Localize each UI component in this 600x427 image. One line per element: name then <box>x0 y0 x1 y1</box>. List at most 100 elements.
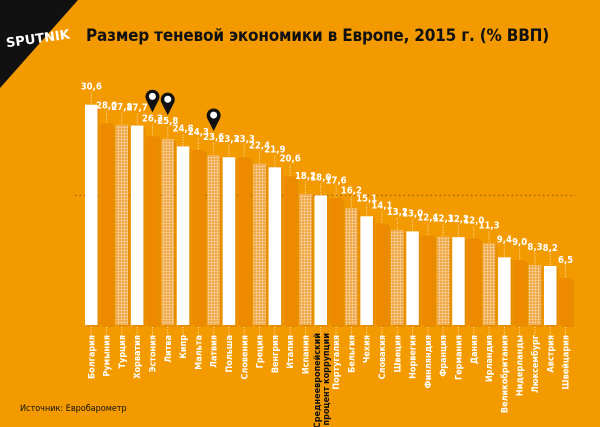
value-label: 6,5 <box>558 255 573 266</box>
value-label: 18,2 <box>295 171 316 182</box>
sputnik-logo: SPUTNIK <box>0 0 78 88</box>
category-label: процент коррупции <box>322 333 332 425</box>
bar <box>345 208 358 325</box>
category-label: Турция <box>118 335 128 368</box>
bar <box>498 257 511 325</box>
category-label: Германия <box>454 335 464 380</box>
bar <box>314 195 327 325</box>
bar <box>253 163 266 325</box>
value-label: 23,6 <box>203 132 224 143</box>
bar <box>406 231 419 325</box>
bar <box>421 235 435 325</box>
bar <box>559 278 572 325</box>
value-label: 13,0 <box>402 208 423 219</box>
category-label: Австрия <box>546 335 556 373</box>
category-label: Литва <box>164 335 174 363</box>
category-label: Среднеевропейский <box>313 333 323 427</box>
value-label: 17,6 <box>326 175 347 186</box>
value-label: 21,9 <box>264 144 285 155</box>
bar <box>146 136 159 325</box>
value-label: 22,4 <box>249 141 270 152</box>
bar <box>467 238 480 325</box>
bar <box>513 260 526 325</box>
bar <box>192 150 205 325</box>
bar <box>176 146 190 325</box>
bar <box>329 198 343 325</box>
bar <box>115 124 129 325</box>
bar <box>283 176 297 325</box>
category-label: Норвегия <box>409 335 419 379</box>
value-label: 12,2 <box>448 214 469 225</box>
value-label: 23,3 <box>218 134 239 145</box>
category-label: Дания <box>470 335 480 364</box>
bar <box>207 155 220 325</box>
category-label: Польша <box>225 335 235 372</box>
map-pin-dot <box>210 111 218 119</box>
map-pin-dot <box>164 95 172 103</box>
category-label: Кипр <box>179 335 189 359</box>
category-label: Португалия <box>332 335 342 390</box>
category-label: Испания <box>301 335 311 374</box>
value-label: 20,6 <box>280 154 301 165</box>
category-label: Нидерланды <box>516 335 526 396</box>
bar <box>544 265 557 325</box>
bar <box>130 125 144 325</box>
category-label: Великобритания <box>499 335 510 413</box>
category-label: Болгария <box>87 335 97 379</box>
category-label: Чехия <box>363 335 373 363</box>
value-label: 9,4 <box>497 234 512 245</box>
value-label: 12,3 <box>433 213 454 224</box>
value-label: 26,2 <box>142 113 163 124</box>
category-label: Венгрия <box>271 335 281 373</box>
value-label: 13,2 <box>387 207 408 218</box>
bar <box>482 243 496 325</box>
value-label: 16,2 <box>341 185 362 196</box>
value-label: 24,3 <box>188 127 209 138</box>
category-label: Франция <box>439 335 449 377</box>
value-label: 28,0 <box>96 100 117 111</box>
map-pin-icon <box>160 92 175 116</box>
value-label: 24,8 <box>173 123 194 134</box>
value-label: 23,3 <box>234 134 255 145</box>
value-label: 27,7 <box>127 103 148 114</box>
category-label: Ирландия <box>485 335 495 382</box>
value-label: 11,3 <box>479 221 500 232</box>
chart-title: Размер теневой экономики в Европе, 2015 … <box>86 26 550 46</box>
value-label: 15,1 <box>356 193 377 204</box>
bar <box>268 167 282 325</box>
value-label: 18,0 <box>310 172 331 183</box>
value-label: 9,0 <box>512 237 527 248</box>
category-label: Словения <box>240 335 250 380</box>
value-label: 12,4 <box>417 213 438 224</box>
bar <box>436 236 450 325</box>
value-label: 30,6 <box>81 82 102 93</box>
bar <box>161 139 174 325</box>
bar <box>299 193 312 325</box>
category-label: Швейцария <box>562 335 572 389</box>
map-pin-icon <box>145 89 160 113</box>
category-label: Эстония <box>148 335 158 372</box>
bar <box>375 223 389 325</box>
source-note: Источник: Евробарометр <box>20 404 127 414</box>
category-label: Словакия <box>378 335 388 379</box>
category-label: Италия <box>286 335 296 369</box>
bar <box>391 229 404 325</box>
category-label: Греция <box>256 335 266 368</box>
value-label: 12,0 <box>463 216 484 227</box>
category-label: Финляндия <box>424 335 434 388</box>
map-pin-icon <box>206 108 221 132</box>
category-label: Люксембург <box>530 334 541 393</box>
bar <box>85 104 98 326</box>
category-label: Румыния <box>103 335 113 377</box>
bar <box>452 237 465 325</box>
bar <box>360 216 373 325</box>
category-label: Бельгия <box>347 335 357 373</box>
category-label: Латвия <box>210 335 220 368</box>
value-label: 8,2 <box>543 243 558 254</box>
value-label: 25,8 <box>157 116 178 127</box>
category-label: Хорватия <box>133 335 143 379</box>
category-label: Мальта <box>194 335 204 370</box>
bar <box>238 157 251 325</box>
map-pin-dot <box>148 92 156 100</box>
